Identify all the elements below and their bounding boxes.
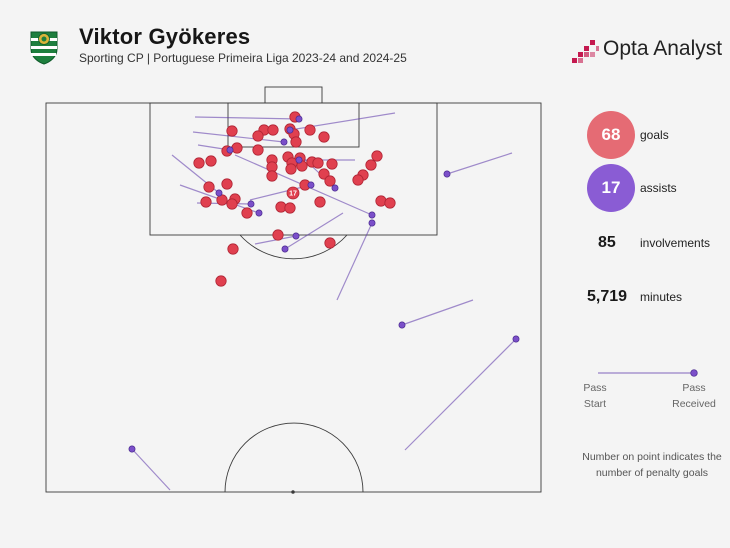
goal-point — [221, 178, 233, 190]
centre-circle — [224, 422, 364, 493]
goal-point — [231, 142, 243, 154]
goal-point — [203, 181, 215, 193]
goal-point — [290, 136, 302, 148]
assist-pass-line — [404, 338, 517, 451]
goal-point — [272, 229, 284, 241]
goal-point — [304, 124, 316, 136]
assist-received-point — [247, 200, 255, 208]
centre-spot — [291, 490, 295, 494]
goal-point — [326, 158, 338, 170]
assist-received-point — [512, 335, 520, 343]
assist-received-point — [368, 219, 376, 227]
goal-point — [365, 159, 377, 171]
goal-point — [352, 174, 364, 186]
opta-analyst-logo-icon — [572, 40, 599, 63]
goal-frame — [264, 86, 323, 104]
goal-point — [252, 130, 264, 142]
sporting-cp-crest-icon — [30, 31, 58, 65]
assists-label: assists — [640, 181, 677, 195]
goal-point — [252, 144, 264, 156]
goal-point — [324, 237, 336, 249]
goal-point — [318, 131, 330, 143]
goal-point — [266, 170, 278, 182]
penalty-note: Number on point indicates the number of … — [582, 451, 722, 479]
assist-received-point — [128, 445, 136, 453]
assist-pass-line — [192, 131, 285, 143]
assist-received-point — [215, 189, 223, 197]
involvements-count: 85 — [598, 234, 616, 251]
competition-subtitle: Sporting CP | Portuguese Primeira Liga 2… — [79, 51, 407, 65]
goal-point — [205, 155, 217, 167]
assist-pass-line — [194, 116, 300, 120]
penalty-arc — [239, 234, 348, 260]
assist-pass-line — [131, 448, 171, 491]
goal-point — [312, 157, 324, 169]
assist-received-point — [295, 156, 303, 164]
assist-received-point — [331, 184, 339, 192]
goal-point — [375, 195, 387, 207]
assist-received-point — [226, 146, 234, 154]
assist-received-point — [368, 211, 376, 219]
penalty-goal-count-label: 17 — [289, 191, 297, 198]
minutes-label: minutes — [640, 290, 683, 304]
goals-label: goals — [640, 128, 669, 142]
goal-point — [324, 175, 336, 187]
goal-point — [227, 243, 239, 255]
legend-pass-received-label: Pass Received — [672, 382, 716, 410]
goals-count-badge: 68 — [587, 111, 635, 159]
goal-point — [314, 196, 326, 208]
goal-point — [200, 196, 212, 208]
assist-pass-line — [336, 222, 373, 301]
goal-point — [193, 157, 205, 169]
penalty-goal-point — [286, 186, 300, 200]
goal-point — [384, 197, 396, 209]
goal-point — [226, 125, 238, 137]
goal-point — [215, 275, 227, 287]
pitch-markings — [45, 86, 542, 494]
goal-point — [241, 207, 253, 219]
assist-received-point — [292, 232, 300, 240]
assists-count-badge: 17 — [587, 164, 635, 212]
assist-received-point — [286, 126, 294, 134]
goal-point — [371, 150, 383, 162]
assist-pass-line — [446, 152, 513, 175]
goal-point — [226, 198, 238, 210]
assist-points-layer — [128, 115, 520, 453]
minutes-count: 5,719 — [587, 288, 628, 305]
assist-received-point — [443, 170, 451, 178]
involvements-label: involvements — [640, 236, 711, 250]
player-name-title: Viktor Gyökeres — [79, 24, 251, 49]
goal-point — [285, 163, 297, 175]
assist-pass-line — [401, 299, 474, 326]
goal-point — [284, 202, 296, 214]
brand-name: Opta Analyst — [603, 37, 723, 60]
assist-received-point — [281, 245, 289, 253]
goal-point — [216, 194, 228, 206]
assist-received-point — [295, 115, 303, 123]
goal-points-layer: 17 — [193, 111, 396, 287]
assist-received-point — [280, 138, 288, 146]
legend-pass-start-label: Pass Start — [583, 382, 607, 410]
goal-point — [267, 124, 279, 136]
assist-received-point — [398, 321, 406, 329]
assist-pass-line — [284, 212, 344, 250]
assist-received-point — [255, 209, 263, 217]
assist-received-point — [307, 181, 315, 189]
legend-pass-line — [598, 369, 698, 377]
